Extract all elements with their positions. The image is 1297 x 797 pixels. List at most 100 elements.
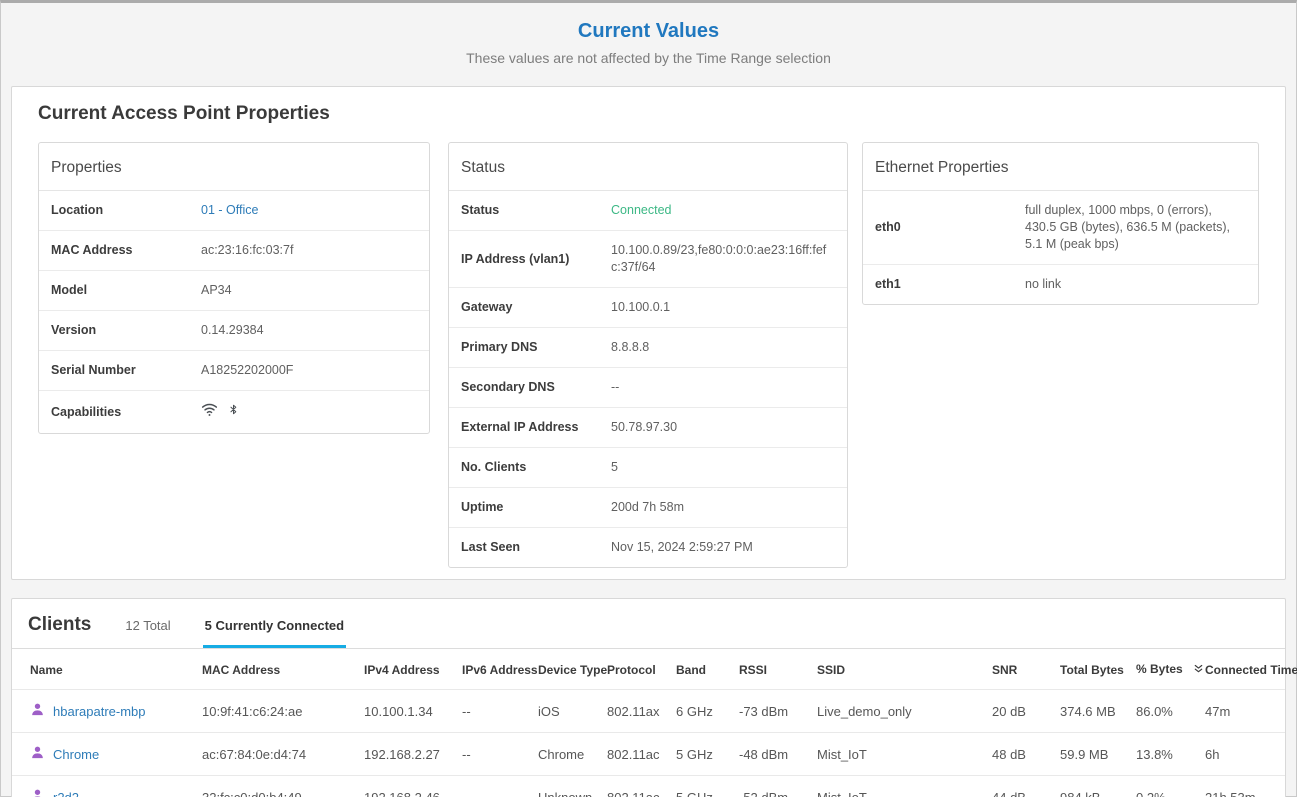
row-label: No. Clients: [461, 460, 527, 474]
col-ssid[interactable]: SSID: [817, 662, 846, 677]
col-total-bytes[interactable]: Total Bytes: [1060, 662, 1124, 677]
row-value: 50.78.97.30: [611, 420, 678, 434]
row-label: Location: [51, 203, 104, 217]
status-badge: Connected: [611, 203, 672, 217]
row-value: 5: [611, 460, 618, 474]
status-card: Status Status Connected IP Address (vlan…: [448, 142, 848, 568]
cell-rssi: -48 dBm: [739, 732, 817, 776]
cell-total-bytes: 59.9 MB: [1060, 732, 1136, 776]
col-pct-bytes-label: % Bytes: [1136, 662, 1183, 676]
table-header-row: Name MAC Address IPv4 Address IPv6 Addre…: [12, 649, 1297, 690]
col-mac-address[interactable]: MAC Address: [202, 662, 281, 677]
cell-connected-time: 6h: [1205, 732, 1285, 776]
cell-mac: ac:67:84:0e:d4:74: [202, 732, 364, 776]
row-value: ac:23:16:fc:03:7f: [201, 243, 294, 257]
row-value: 10.100.0.1: [611, 300, 671, 314]
col-connected-time[interactable]: Connected Time: [1205, 662, 1297, 677]
properties-card-title: Properties: [39, 143, 430, 191]
cell-band: 6 GHz: [676, 689, 739, 733]
row-value: AP34: [201, 283, 232, 297]
cell-protocol: 802.11ax: [607, 689, 676, 733]
status-row-ip: IP Address (vlan1) 10.100.0.89/23,fe80:0…: [449, 231, 847, 288]
row-label: IP Address (vlan1): [461, 251, 570, 266]
status-card-title: Status: [449, 143, 847, 191]
cell-pct-bytes: 86.0%: [1136, 689, 1205, 733]
page-title: Current Values: [577, 20, 720, 42]
cell-connected-time: 21h 53m: [1205, 775, 1285, 797]
row-label: Gateway: [461, 300, 513, 314]
clients-title: Clients: [28, 614, 92, 635]
cell-protocol: 802.11ac: [607, 732, 676, 776]
status-row-secondary-dns: Secondary DNS --: [449, 368, 847, 408]
row-value: Nov 15, 2024 2:59:27 PM: [611, 540, 753, 554]
cell-connected-time: 47m: [1205, 689, 1285, 733]
row-value: A18252202000F: [201, 363, 294, 377]
client-name-link[interactable]: r2d2: [53, 789, 80, 797]
cell-ipv4: 192.168.2.46: [364, 775, 462, 797]
tab-total[interactable]: 12 Total: [125, 618, 171, 633]
status-row-uptime: Uptime 200d 7h 58m: [449, 488, 847, 528]
ethernet-row-eth0: eth0 full duplex, 1000 mbps, 0 (errors),…: [863, 191, 1258, 265]
cell-snr: 44 dB: [992, 775, 1060, 797]
property-row-location: Location 01 - Office: [39, 191, 430, 231]
cell-ipv6: --: [462, 689, 538, 733]
row-value: --: [611, 380, 620, 394]
bluetooth-icon: [228, 402, 239, 422]
row-label: Status: [461, 203, 500, 217]
status-row-gateway: Gateway 10.100.0.1: [449, 288, 847, 328]
col-pct-bytes[interactable]: % Bytes: [1136, 649, 1205, 690]
page-header: Current Values These values are not affe…: [1, 3, 1296, 86]
cell-band: 5 GHz: [676, 775, 739, 797]
cell-device-type: Unknown: [538, 775, 607, 797]
property-row-serial: Serial Number A18252202000F: [39, 351, 430, 391]
client-name-link[interactable]: Chrome: [53, 746, 100, 762]
col-rssi[interactable]: RSSI: [739, 662, 768, 677]
cell-rssi: -52 dBm: [739, 775, 817, 797]
status-row-last-seen: Last Seen Nov 15, 2024 2:59:27 PM: [449, 528, 847, 567]
col-snr[interactable]: SNR: [992, 662, 1018, 677]
wifi-icon: [201, 402, 218, 422]
col-protocol[interactable]: Protocol: [607, 662, 656, 677]
col-name[interactable]: Name: [30, 662, 63, 677]
col-device-type[interactable]: Device Type: [538, 662, 608, 677]
row-label: External IP Address: [461, 420, 579, 434]
row-value: 8.8.8.8: [611, 340, 650, 354]
row-value: no link: [1025, 277, 1062, 291]
current-ap-properties-panel: Current Access Point Properties Properti…: [11, 86, 1286, 580]
row-label: Serial Number: [51, 363, 136, 377]
row-label: Model: [51, 283, 88, 297]
cell-protocol: 802.11ac: [607, 775, 676, 797]
tab-currently-connected[interactable]: 5 Currently Connected: [202, 618, 347, 648]
ap-cards: Properties Location 01 - Office MAC Addr…: [38, 142, 1259, 568]
col-band[interactable]: Band: [676, 662, 706, 677]
row-label: Last Seen: [461, 540, 521, 554]
col-ipv4-address[interactable]: IPv4 Address: [364, 662, 440, 677]
row-value: 10.100.0.89/23,fe80:0:0:0:ae23:16ff:fefc…: [611, 243, 827, 274]
col-ipv6-address[interactable]: IPv6 Address: [462, 662, 538, 677]
cell-ssid: Live_demo_only: [817, 689, 992, 733]
row-value: 200d 7h 58m: [611, 500, 684, 514]
client-user-icon: [30, 702, 45, 720]
table-row: hbarapatre-mbp 10:9f:41:c6:24:ae 10.100.…: [12, 689, 1285, 733]
double-chevron-down-icon[interactable]: [1193, 663, 1204, 677]
row-label: Version: [51, 323, 97, 337]
ethernet-properties-card: Ethernet Properties eth0 full duplex, 10…: [862, 142, 1259, 305]
client-user-icon: [30, 745, 45, 763]
row-label: Primary DNS: [461, 340, 538, 354]
cell-ipv6: --: [462, 732, 538, 776]
status-row-status: Status Connected: [449, 191, 847, 231]
ethernet-row-eth1: eth1 no link: [863, 265, 1258, 304]
capabilities-icons: [201, 402, 417, 422]
row-label: Uptime: [461, 500, 504, 514]
row-label: MAC Address: [51, 243, 133, 257]
cell-ssid: Mist_IoT: [817, 775, 992, 797]
location-link[interactable]: 01 - Office: [201, 203, 259, 217]
client-name-link[interactable]: hbarapatre-mbp: [53, 703, 146, 719]
cell-mac: 32:fc:c0:d0:b4:49: [202, 775, 364, 797]
cell-band: 5 GHz: [676, 732, 739, 776]
client-user-icon: [30, 788, 45, 797]
property-row-version: Version 0.14.29384: [39, 311, 430, 351]
property-row-capabilities: Capabilities: [39, 391, 429, 433]
ethernet-card-title: Ethernet Properties: [863, 143, 1258, 191]
row-label: Capabilities: [51, 404, 122, 419]
